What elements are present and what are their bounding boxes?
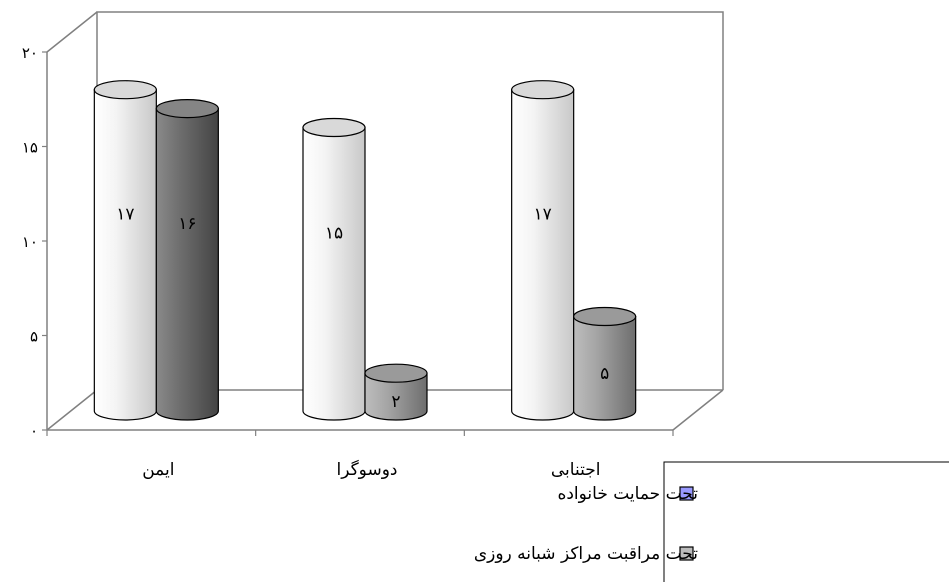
bar [302, 117, 366, 421]
bar [364, 363, 428, 421]
bar-body [573, 315, 637, 421]
data-label: ۱۵ [325, 223, 343, 243]
data-label: ۱۷ [534, 204, 552, 224]
bar-top [573, 306, 637, 327]
y-tick-label: ۱۵ [22, 139, 38, 157]
y-tick-label: ۵ [30, 328, 38, 346]
data-label: ۱۷ [116, 204, 134, 224]
axes: ۰ ۵ ۱۰ ۱۵ ۲۰ ایمن دوسوگرا اجتنابی [22, 44, 674, 480]
y-tick-label: ۱۰ [22, 233, 38, 251]
y-tick-label: ۰ [30, 422, 38, 440]
bar-top [302, 117, 366, 138]
bar-body [155, 108, 219, 421]
bar-body [511, 89, 575, 421]
bars [93, 80, 637, 421]
data-label: ۱۶ [178, 214, 196, 234]
y-tick-label: ۲۰ [22, 44, 38, 62]
bar-top [93, 80, 157, 100]
bar-top [511, 80, 575, 100]
bar [511, 80, 575, 421]
x-tick-label: اجتنابی [551, 460, 601, 480]
data-label: ۵ [600, 364, 609, 384]
x-tick-label: ایمن [142, 460, 174, 480]
legend-swatch-center [679, 546, 694, 561]
legend-label-family: تحت حمایت خانواده [557, 484, 698, 504]
legend-box [663, 461, 949, 582]
data-label: ۲ [391, 392, 400, 412]
bar-body [93, 89, 157, 421]
bar-body [302, 126, 366, 421]
bar-top [364, 363, 428, 383]
bar [93, 80, 157, 421]
labels: ۱۷ ۱۶ ۱۵ ۲ ۱۷ ۵ [116, 204, 609, 412]
legend-label-center: تحت مراقبت مراکز شبانه روزی [474, 544, 698, 564]
legend-swatch-family [679, 486, 694, 501]
bar-top [155, 98, 219, 119]
x-tick-label: دوسوگرا [336, 459, 397, 480]
legend: تحت حمایت خانواده تحت مراقبت مراکز شبانه… [474, 461, 949, 582]
bar [155, 98, 219, 421]
bar [573, 306, 637, 421]
bar-body [364, 372, 428, 421]
